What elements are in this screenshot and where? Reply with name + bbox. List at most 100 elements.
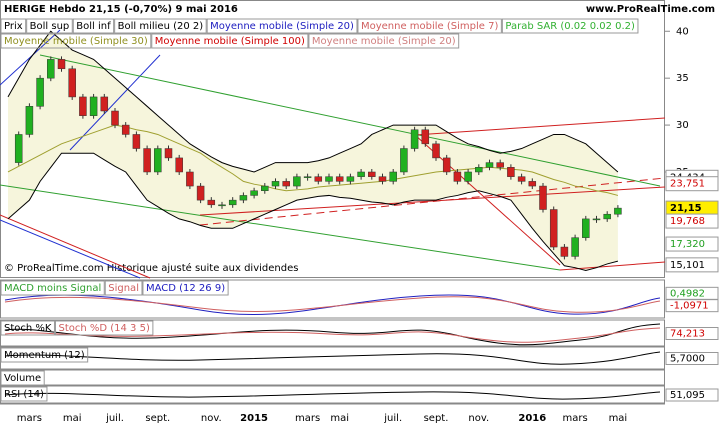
footnote: © ProRealTime.com Historique ajusté suit… bbox=[4, 262, 298, 274]
candle bbox=[143, 148, 151, 173]
legend-box bbox=[72, 18, 115, 34]
legend-item: Volume bbox=[4, 373, 41, 384]
candle bbox=[432, 143, 440, 159]
candle bbox=[368, 171, 376, 177]
legend-item: RSI (14) bbox=[4, 389, 44, 400]
price-tag: 17,320 bbox=[670, 239, 705, 250]
panel-tag-box bbox=[665, 352, 719, 365]
candle bbox=[400, 148, 408, 173]
candle bbox=[549, 209, 558, 248]
candle bbox=[36, 77, 44, 107]
candle bbox=[389, 171, 397, 182]
legend-item: Moyenne mobile (Simple 7) bbox=[361, 21, 499, 32]
candle bbox=[475, 167, 483, 173]
legend-box bbox=[104, 280, 143, 296]
price-tag-box bbox=[665, 236, 719, 252]
candle bbox=[79, 96, 87, 116]
legend-item: Prix bbox=[4, 21, 23, 32]
legend-box bbox=[357, 18, 502, 34]
x-tick-label: nov. bbox=[468, 413, 489, 424]
x-tick-label: mai bbox=[330, 413, 349, 424]
legend-box bbox=[308, 33, 460, 49]
candle bbox=[293, 176, 301, 187]
candle bbox=[218, 204, 226, 207]
candle bbox=[196, 185, 205, 201]
legend-box bbox=[151, 33, 309, 49]
candle bbox=[175, 157, 183, 173]
legend-item: Moyenne mobile (Simple 30) bbox=[4, 36, 148, 47]
y-tick-label: 30 bbox=[676, 120, 689, 131]
x-tick-label: mars bbox=[295, 413, 320, 424]
candle bbox=[68, 68, 76, 98]
candle bbox=[464, 171, 472, 182]
candle bbox=[421, 129, 430, 145]
candle bbox=[314, 176, 323, 182]
candle bbox=[100, 96, 109, 112]
stoch-k bbox=[4, 323, 661, 346]
candle bbox=[303, 176, 312, 178]
x-tick-label: 2015 bbox=[240, 413, 268, 424]
candle bbox=[507, 167, 515, 177]
x-tick-label: mai bbox=[609, 413, 628, 424]
x-tick-label: sept. bbox=[424, 413, 449, 424]
price-tag-box bbox=[665, 213, 719, 229]
legend-item: Boll sup bbox=[30, 21, 70, 32]
chart-title: HERIGE Hebdo 21,15 (-0,70%) 9 mai 2016 bbox=[4, 4, 238, 15]
legend-item: Moyenne mobile (Simple 20) bbox=[210, 21, 354, 32]
legend-item: Stoch %K bbox=[4, 323, 52, 334]
candle bbox=[111, 110, 119, 126]
candle bbox=[357, 171, 365, 177]
x-tick-label: sept. bbox=[145, 413, 170, 424]
x-tick-label: 2016 bbox=[518, 413, 546, 424]
candle bbox=[528, 181, 537, 187]
candle bbox=[603, 213, 611, 220]
x-tick-label: nov. bbox=[201, 413, 222, 424]
candle bbox=[132, 134, 141, 149]
legend-item: Boll milieu (20 2) bbox=[118, 21, 204, 32]
legend-box bbox=[206, 18, 358, 34]
x-tick-label: juil. bbox=[383, 413, 402, 424]
candle bbox=[517, 176, 526, 182]
panel-tag: 0,4982 bbox=[670, 288, 705, 299]
x-tick-label: mars bbox=[17, 413, 42, 424]
candle bbox=[539, 185, 547, 210]
candle bbox=[121, 124, 130, 135]
legend-box bbox=[114, 18, 207, 34]
boll-lower bbox=[7, 152, 619, 272]
candle bbox=[14, 134, 23, 163]
candle bbox=[89, 96, 98, 116]
legend-item: Stoch %D (14 3 5) bbox=[58, 323, 149, 334]
price-tag: 23,751 bbox=[670, 179, 705, 190]
candle bbox=[57, 59, 66, 70]
candle bbox=[582, 218, 590, 238]
legend-box bbox=[26, 18, 73, 34]
candle bbox=[592, 218, 601, 221]
legend-box bbox=[0, 320, 55, 336]
macd-frame bbox=[0, 279, 665, 319]
legend-box bbox=[0, 33, 152, 49]
legend-item: Moyenne mobile (Simple 20) bbox=[312, 36, 456, 47]
candle bbox=[239, 195, 248, 201]
price-tag: 21,15 bbox=[670, 203, 702, 214]
candle bbox=[282, 181, 290, 187]
price-tag-box bbox=[665, 176, 719, 192]
candle bbox=[228, 199, 237, 206]
candle bbox=[442, 157, 451, 173]
price-frame bbox=[0, 0, 665, 278]
ma30 bbox=[7, 124, 619, 196]
legend-item: Moyenne mobile (Simple 100) bbox=[155, 36, 305, 47]
candle bbox=[571, 237, 579, 257]
candle bbox=[346, 176, 355, 182]
stoch-d bbox=[4, 327, 661, 343]
candle bbox=[164, 148, 173, 159]
legend-item: MACD moins Signal bbox=[4, 283, 101, 294]
price-tag: 19,768 bbox=[670, 216, 705, 227]
legend-item: MACD (12 26 9) bbox=[146, 283, 225, 294]
price-tag-box bbox=[665, 257, 719, 273]
candle bbox=[250, 190, 258, 196]
legend-box bbox=[0, 18, 27, 34]
legend-box bbox=[0, 347, 89, 363]
legend-box bbox=[501, 18, 639, 34]
panel-tag: 5,7000 bbox=[670, 354, 705, 365]
y-tick-label: 35 bbox=[676, 73, 689, 84]
